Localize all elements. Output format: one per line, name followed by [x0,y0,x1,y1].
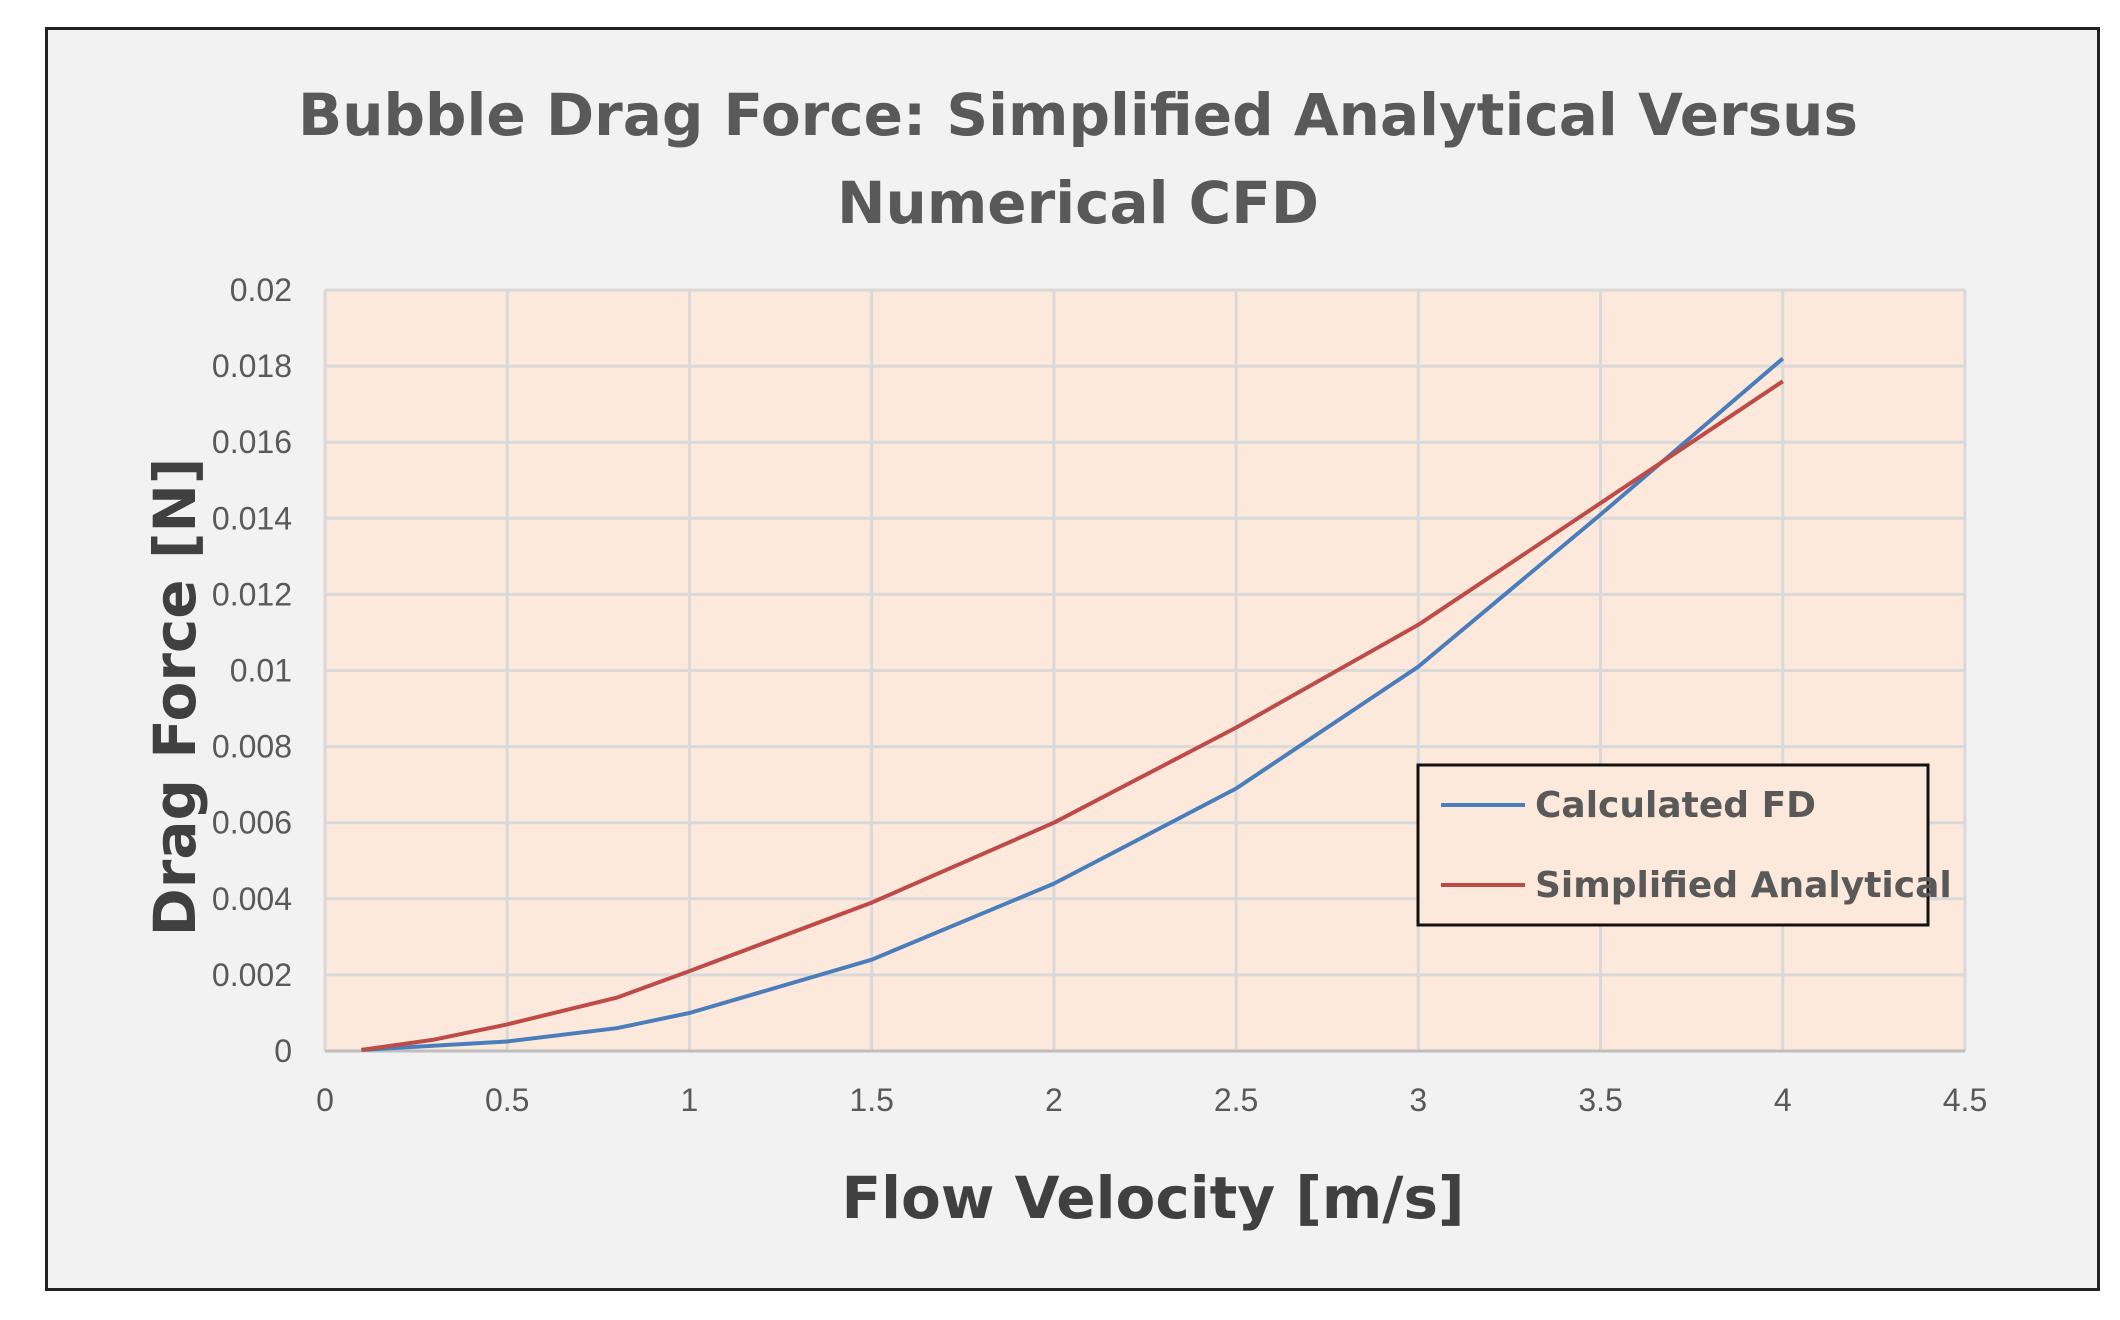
chart-title-line-2: Numerical CFD [837,169,1319,237]
x-tick-label: 1 [681,1082,699,1118]
y-tick-label: 0.018 [212,348,292,384]
y-tick-label: 0.014 [212,500,292,536]
legend-box [1416,763,1930,927]
x-tick-label: 2.5 [1214,1082,1258,1118]
y-tick-label: 0.006 [212,805,292,841]
y-tick-label: 0.01 [230,653,292,689]
series-line-calculated-fd [361,356,1785,1052]
y-tick-label: 0.02 [230,272,292,308]
legend-label-simplified-analytical: Simplified Analytical [1535,865,1952,906]
y-axis-title: Drag Force [N] [141,458,209,937]
y-tick-label: 0.008 [212,729,292,765]
x-tick-label: 4.5 [1943,1082,1987,1118]
legend: Calculated FD Simplified Analytical [1416,763,1952,927]
tick-label-layer: 0 0.5 1 1.5 2 2.5 3 3.5 4 4.5 0 0.002 0.004 0.006 0.00… [212,272,1987,1118]
y-tick-label: 0.004 [212,881,292,917]
y-tick-label: 0.002 [212,957,292,993]
x-tick-label: 4 [1774,1082,1792,1118]
y-tick-label: 0.016 [212,424,292,460]
series-line-simplified-analytical [361,379,1784,1052]
x-tick-label: 3 [1409,1082,1427,1118]
x-tick-label: 3.5 [1578,1082,1622,1118]
x-tick-label: 2 [1045,1082,1063,1118]
chart-svg: Bubble Drag Force: Simplified Analytical… [141,81,1987,1232]
chart-title-line-1: Bubble Drag Force: Simplified Analytical… [298,81,1858,149]
y-tick-label: 0.012 [212,576,292,612]
x-tick-label: 0.5 [485,1082,529,1118]
x-tick-label: 0 [316,1082,334,1118]
x-tick-label: 1.5 [849,1082,893,1118]
x-axis-title: Flow Velocity [m/s] [841,1164,1464,1232]
y-tick-label: 0 [274,1033,292,1069]
chart-frame: Bubble Drag Force: Simplified Analytical… [45,27,2100,1291]
legend-label-calculated-fd: Calculated FD [1535,785,1816,826]
series-layer [361,356,1785,1052]
